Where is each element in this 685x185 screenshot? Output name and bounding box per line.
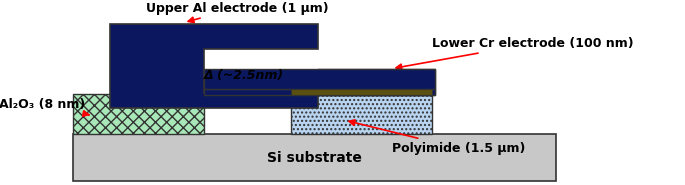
Bar	[203, 69, 435, 89]
Text: Polyimide (1.5 μm): Polyimide (1.5 μm)	[349, 120, 525, 155]
Text: Al₂O₃ (8 nm): Al₂O₃ (8 nm)	[0, 98, 89, 116]
Bar	[73, 134, 556, 181]
Bar	[203, 89, 435, 95]
Bar	[291, 89, 432, 95]
Bar	[203, 69, 435, 89]
Text: Lower Cr electrode (100 nm): Lower Cr electrode (100 nm)	[396, 37, 634, 70]
Text: Δ (~2.5nm): Δ (~2.5nm)	[207, 58, 287, 89]
Polygon shape	[110, 23, 318, 108]
Text: Si substrate: Si substrate	[267, 151, 362, 165]
Bar	[291, 89, 432, 95]
Text: Upper Al electrode (1 μm): Upper Al electrode (1 μm)	[146, 2, 329, 23]
Text: Δ (~2.5nm): Δ (~2.5nm)	[203, 69, 284, 82]
Bar	[73, 94, 203, 134]
Bar	[291, 95, 432, 134]
Bar	[203, 49, 318, 93]
Bar	[203, 89, 435, 95]
